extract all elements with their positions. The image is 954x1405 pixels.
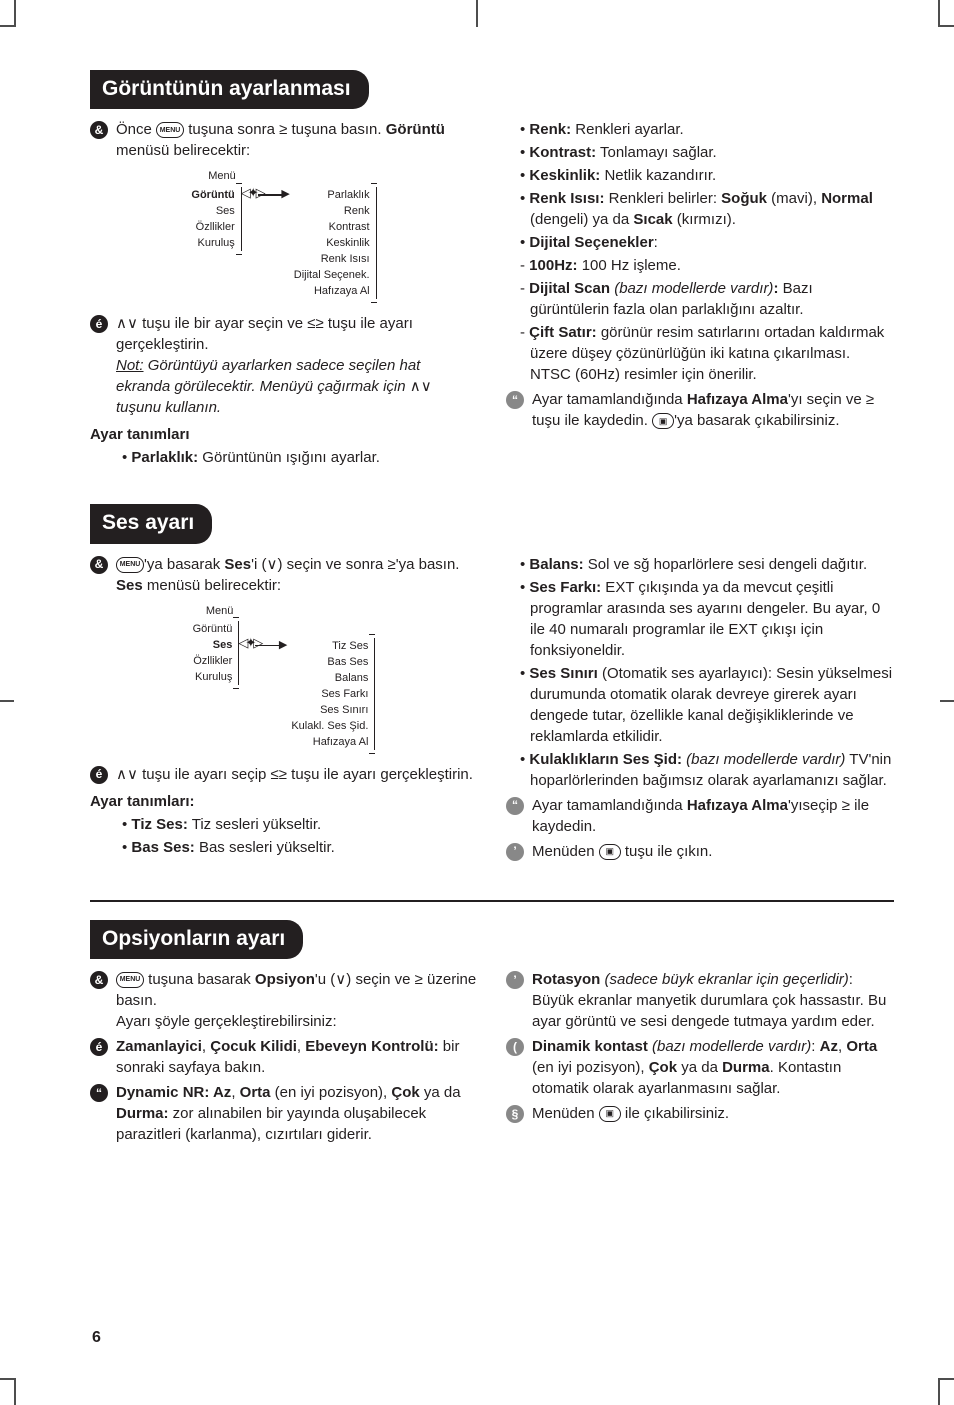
s3-step6-text: Menüden ▣ ile çıkabilirsiniz. bbox=[532, 1103, 894, 1124]
section-title-ses: Ses ayarı bbox=[90, 504, 212, 543]
bullet-item: Çift Satır: görünür resim satırlarını or… bbox=[520, 322, 894, 385]
exit-icon: ▣ bbox=[599, 1106, 621, 1122]
s2-step1-text: MENU'ya basarak Ses'i (∨) seçin ve sonra… bbox=[116, 554, 478, 596]
s3-step2-text: Zamanlayici, Çocuk Kilidi, Ebeveyn Kontr… bbox=[116, 1036, 478, 1078]
divider bbox=[90, 900, 894, 902]
step-marker-3: “ bbox=[506, 391, 524, 409]
exit-icon: ▣ bbox=[599, 844, 621, 860]
step-marker-3c: “ bbox=[90, 1084, 108, 1102]
step-marker-1c: & bbox=[90, 971, 108, 989]
bullet-item: Renk Isısı: Renkleri belirler: Soğuk (ma… bbox=[520, 188, 894, 230]
exit-icon: ▣ bbox=[652, 413, 674, 429]
s2-step2-text: ∧∨ tuşu ile ayarı seçip ≤≥ tuşu ile ayar… bbox=[116, 764, 478, 785]
s3-step5-text: Dinamik kontast (bazı modellerde vardır)… bbox=[532, 1036, 894, 1099]
goruntu-menu-diagram: MenüGörüntüSesÖzlliklerKuruluş◁✦▷▶Parlak… bbox=[90, 169, 478, 299]
s3-step3-text: Dynamic NR: Az, Orta (en iyi pozisyon), … bbox=[116, 1082, 478, 1145]
menu-icon: MENU bbox=[116, 557, 144, 573]
bullet-item: Keskinlik: Netlik kazandırır. bbox=[520, 165, 894, 186]
bullet-item: Bas Ses: Bas sesleri yükseltir. bbox=[122, 837, 478, 858]
ses-menu-diagram: MenüGörüntüSesÖzlliklerKuruluş◁✦▷▶Tiz Se… bbox=[90, 604, 478, 750]
ayar-heading-1: Ayar tanımları bbox=[90, 424, 478, 445]
s3-step1-sub: Ayarı şöyle gerçekleştirebilirsiniz: bbox=[116, 1011, 478, 1032]
bullet-item: Ses Sınırı (Otomatik ses ayarlayıcı): Se… bbox=[520, 663, 894, 747]
bullet-item: 100Hz: 100 Hz işleme. bbox=[520, 255, 894, 276]
page-number: 6 bbox=[92, 1327, 101, 1349]
s1-step1-text: Önce MENU tuşuna sonra ≥ tuşuna basın. G… bbox=[116, 119, 478, 161]
bullet-item: Renk: Renkleri ayarlar. bbox=[520, 119, 894, 140]
s2-step3-text: Ayar tamamlandığında Hafızaya Alma'yıseç… bbox=[532, 795, 894, 837]
section-title-goruntu: Görüntünün ayarlanması bbox=[90, 70, 369, 109]
bullet-item: Ses Farkı: EXT çıkışında ya da mevcut çe… bbox=[520, 577, 894, 661]
s1-step2-note: Not: Görüntüyü ayarlarken sadece seçilen… bbox=[116, 355, 478, 418]
bullet-item: Dijital Scan (bazı modellerde vardır): B… bbox=[520, 278, 894, 320]
step-marker-2: é bbox=[90, 315, 108, 333]
step-marker-6c: § bbox=[506, 1105, 524, 1123]
step-marker-4b: ’ bbox=[506, 843, 524, 861]
bullet-item: Kontrast: Tonlamayı sağlar. bbox=[520, 142, 894, 163]
step-marker-4c: ’ bbox=[506, 971, 524, 989]
bullet-item: Kulaklıkların Ses Şid: (bazı modellerde … bbox=[520, 749, 894, 791]
s1-left-bullet: Parlaklık: Görüntünün ışığını ayarlar. bbox=[122, 447, 478, 468]
bullet-item: Dijital Seçenekler: bbox=[520, 232, 894, 253]
bullet-item: Tiz Ses: Tiz sesleri yükseltir. bbox=[122, 814, 478, 835]
s1-step2-text: ∧∨ tuşu ile bir ayar seçin ve ≤≥ tuşu il… bbox=[116, 313, 478, 355]
bullet-item: Balans: Sol ve sğ hoparlörlere sesi deng… bbox=[520, 554, 894, 575]
s3-step4-text: Rotasyon (sadece büyk ekranlar için geçe… bbox=[532, 969, 894, 1032]
step-marker-2b: é bbox=[90, 766, 108, 784]
menu-icon: MENU bbox=[156, 122, 184, 138]
s2-step4-text: Menüden ▣ tuşu ile çıkın. bbox=[532, 841, 894, 862]
s1-step3-text: Ayar tamamlandığında Hafızaya Alma'yı se… bbox=[532, 389, 894, 431]
menu-icon: MENU bbox=[116, 972, 144, 988]
section-title-opsiyon: Opsiyonların ayarı bbox=[90, 920, 303, 959]
step-marker-2c: é bbox=[90, 1038, 108, 1056]
s3-step1-text: MENU tuşuna basarak Opsiyon'u (∨) seçin … bbox=[116, 969, 478, 1011]
ayar-heading-2: Ayar tanımları: bbox=[90, 791, 478, 812]
step-marker-5c: ( bbox=[506, 1038, 524, 1056]
step-marker-1: & bbox=[90, 121, 108, 139]
step-marker-3b: “ bbox=[506, 797, 524, 815]
step-marker-1b: & bbox=[90, 556, 108, 574]
